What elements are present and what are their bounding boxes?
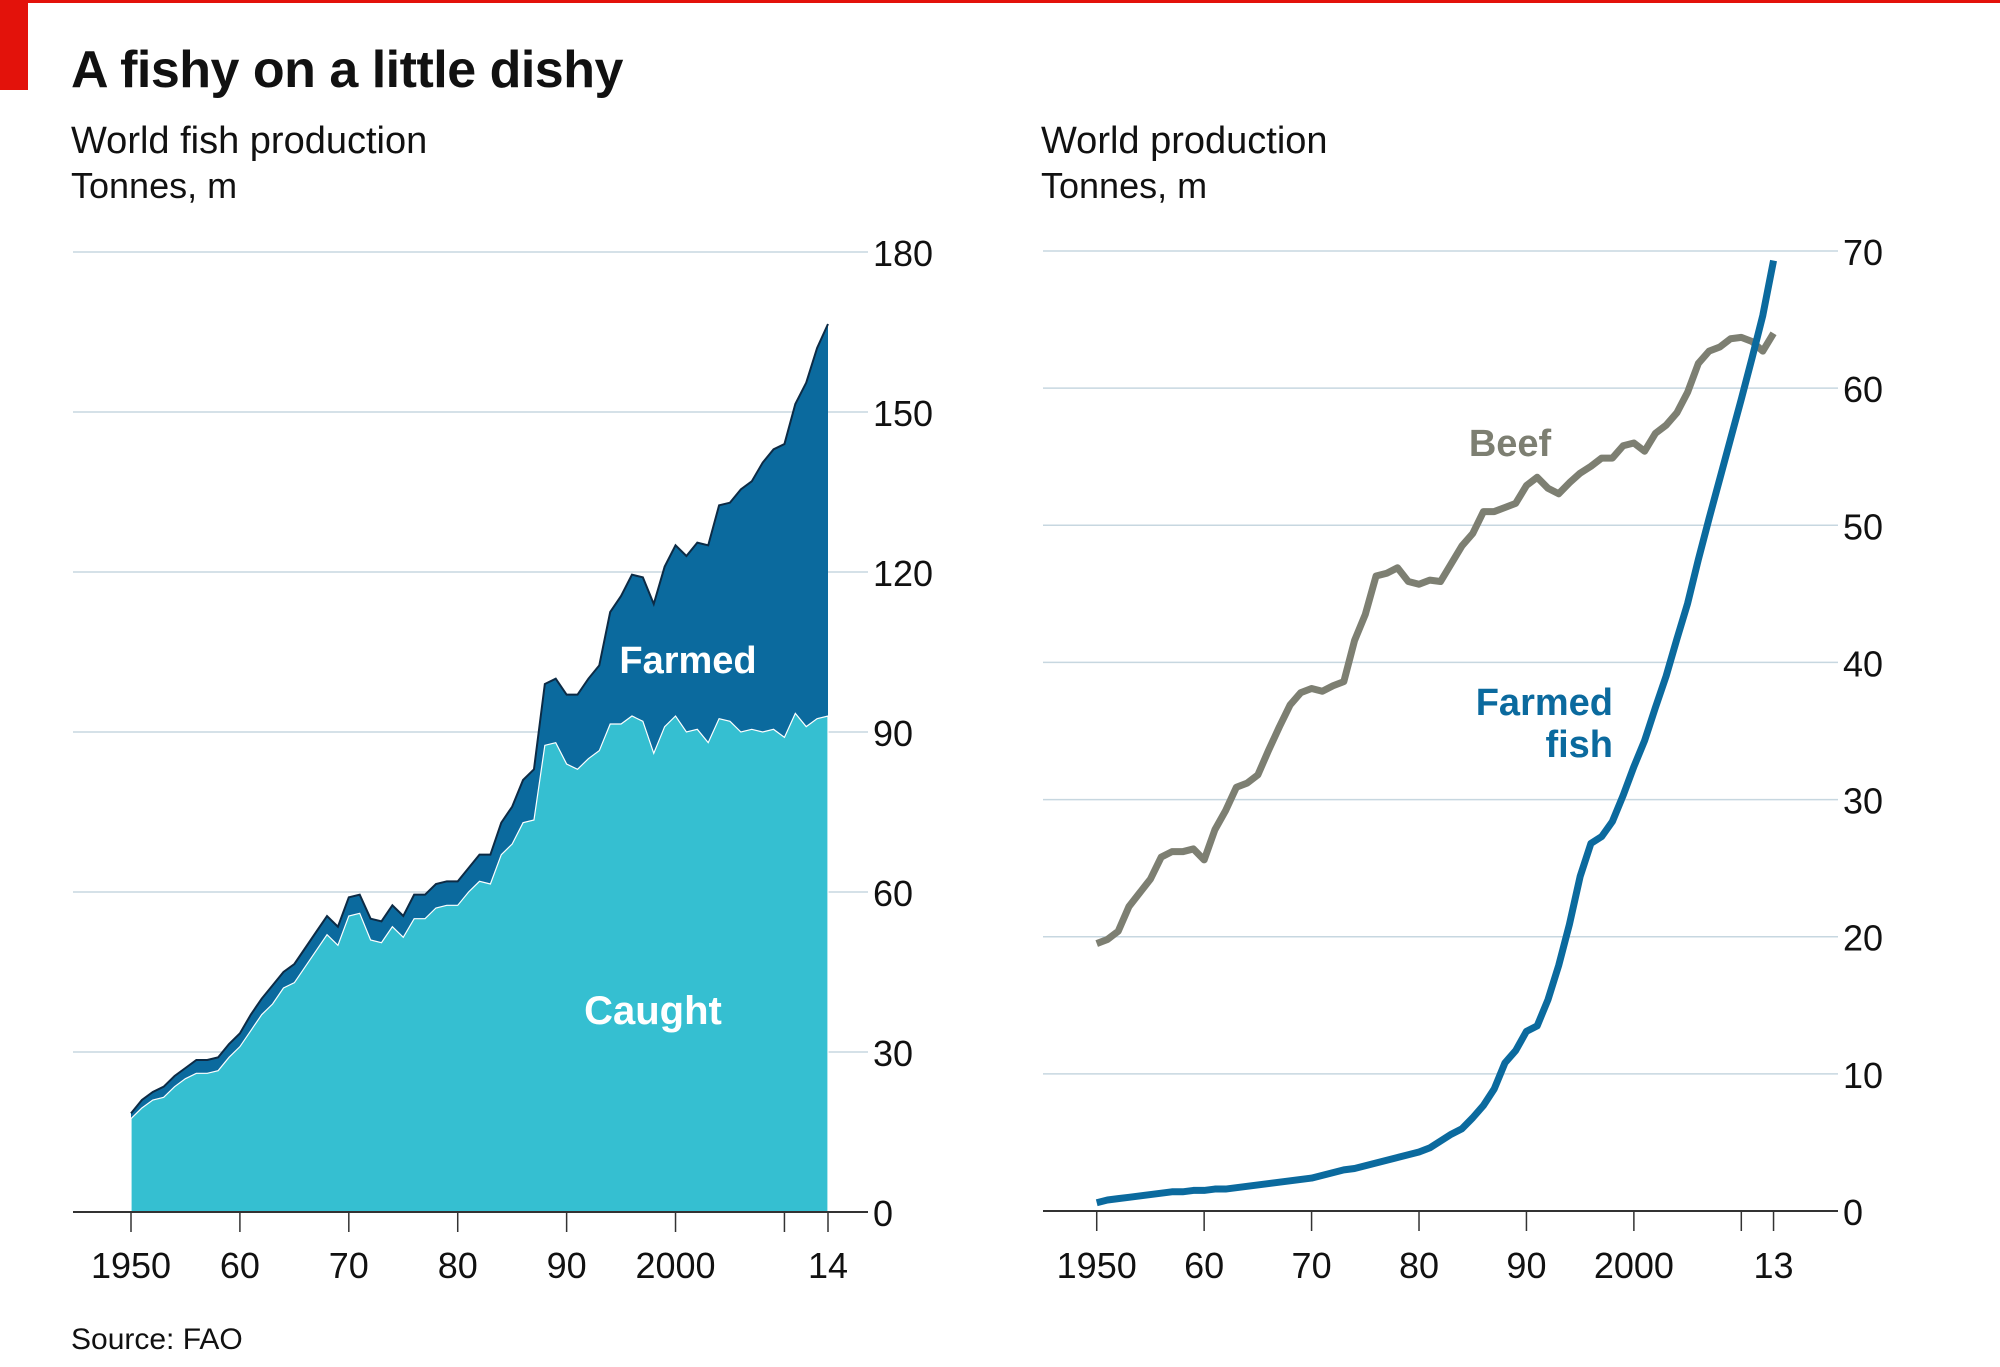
caught-area — [130, 712, 829, 1213]
source-note: Source: FAO — [71, 1323, 243, 1356]
right-chart-title: World production — [1041, 120, 1328, 162]
left-x-tick-label: 14 — [808, 1245, 848, 1286]
right-lines — [1095, 259, 1777, 1207]
right-x-tick-label: 2000 — [1594, 1245, 1674, 1286]
right-y-tick-label: 40 — [1843, 643, 1883, 684]
left-x-tick-label: 2000 — [635, 1245, 715, 1286]
left-y-tick-label: 150 — [873, 393, 933, 434]
left-x-tick-label: 60 — [220, 1245, 260, 1286]
left-x-tick-label: 70 — [329, 1245, 369, 1286]
right-x-tick-label: 70 — [1292, 1245, 1332, 1286]
caught-area-label: Caught — [584, 989, 722, 1033]
brand-tab — [0, 0, 28, 90]
right-x-tick-label: 1950 — [1057, 1245, 1137, 1286]
left-areas — [130, 323, 829, 1213]
right-x-tick-label: 13 — [1754, 1245, 1794, 1286]
left-y-tick-label: 0 — [873, 1193, 893, 1234]
right-y-tick-label: 30 — [1843, 781, 1883, 822]
right-y-tick-label: 60 — [1843, 369, 1883, 410]
right-y-tick-label: 20 — [1843, 918, 1883, 959]
right-y-tick-label: 50 — [1843, 506, 1883, 547]
left-y-tick-label: 120 — [873, 553, 933, 594]
left-x-tick-label: 80 — [438, 1245, 478, 1286]
farmed-fish-line — [1095, 259, 1777, 1207]
total-outline — [130, 323, 829, 1114]
right-x-tick-label: 90 — [1506, 1245, 1546, 1286]
farmed-fish-label-line1: Farmed — [1476, 682, 1613, 724]
right-chart-subtitle: Tonnes, m — [1041, 165, 1208, 206]
right-x-tick-label: 80 — [1399, 1245, 1439, 1286]
beef-line-label: Beef — [1469, 423, 1552, 465]
left-x-tick-label: 1950 — [91, 1245, 171, 1286]
left-x-tick-label: 90 — [547, 1245, 587, 1286]
farmed-fish-label-line2: fish — [1545, 724, 1613, 766]
left-y-tick-label: 180 — [873, 233, 933, 274]
right-x-tick-label: 60 — [1184, 1245, 1224, 1286]
right-gridlines — [1043, 250, 1838, 1075]
left-chart-title: World fish production — [71, 120, 428, 162]
beef-line — [1095, 331, 1777, 947]
left-axes: 0 30 60 90 120 150 180 1950 60 70 80 90 2000 14 — [73, 233, 933, 1286]
headline: A fishy on a little dishy — [71, 41, 623, 99]
right-y-tick-label: 70 — [1843, 232, 1883, 273]
left-y-tick-label: 90 — [873, 713, 913, 754]
top-rule — [0, 0, 2000, 3]
left-y-tick-label: 30 — [873, 1033, 913, 1074]
left-y-tick-label: 60 — [873, 873, 913, 914]
right-axes: 0 10 20 30 40 50 60 70 1950 60 70 80 90 2000 13 — [1043, 232, 1883, 1286]
right-y-tick-label: 0 — [1843, 1192, 1863, 1233]
right-y-tick-label: 10 — [1843, 1055, 1883, 1096]
farmed-area-label: Farmed — [619, 640, 756, 682]
left-chart-subtitle: Tonnes, m — [71, 165, 238, 206]
